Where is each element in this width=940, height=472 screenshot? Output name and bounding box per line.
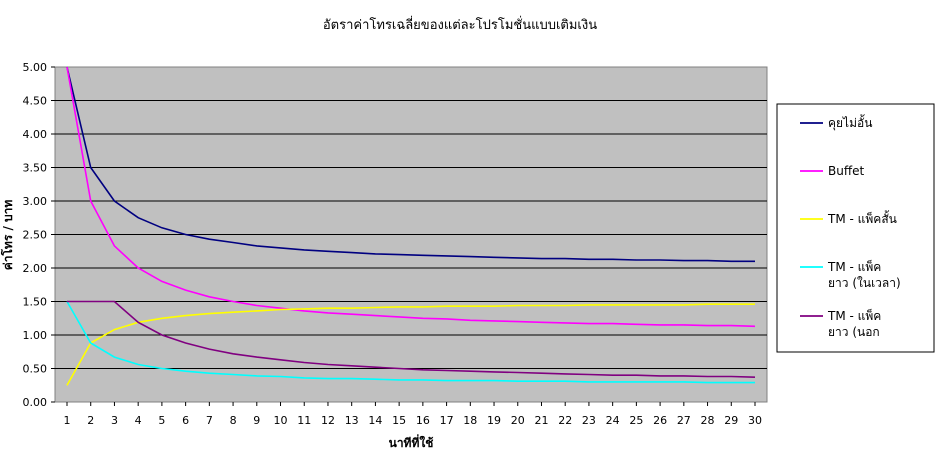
series-line-3	[66, 303, 755, 386]
legend-label: Buffet	[828, 164, 864, 178]
x-tick-label: 8	[230, 414, 237, 427]
x-tick-label: 12	[321, 414, 335, 427]
x-tick-label: 7	[206, 414, 213, 427]
x-tick-label: 17	[440, 414, 454, 427]
x-tick-label: 29	[724, 414, 738, 427]
x-tick-label: 9	[253, 414, 260, 427]
y-tick-label: 5.00	[23, 61, 48, 74]
x-tick-label: 24	[606, 414, 620, 427]
y-tick-label: 4.00	[23, 128, 48, 141]
y-tick-label: 3.00	[23, 195, 48, 208]
y-axis-ticks: 0.00 0.50 1.00 1.50 2.00 2.50 3.00 3.50 4.00 4.50…	[23, 61, 55, 409]
series-line-5	[67, 300, 756, 378]
y-axis-title: ค่าโทร / บาท	[0, 200, 15, 271]
x-axis-ticks: 1 2 3 4 5 6 7 8 9 10 11 12 13 14 15 16 17 18 19 20 21 22 23 24 2…	[64, 402, 762, 427]
x-tick-label: 22	[558, 414, 572, 427]
x-tick-label: 18	[463, 414, 477, 427]
x-tick-label: 4	[135, 414, 142, 427]
x-tick-label: 2	[87, 414, 94, 427]
y-tick-label: 0.50	[23, 363, 48, 376]
y-tick-label: 2.50	[23, 229, 48, 242]
x-tick-label: 20	[511, 414, 525, 427]
series-lines	[66, 66, 756, 386]
x-tick-label: 21	[534, 414, 548, 427]
x-tick-label: 15	[392, 414, 406, 427]
x-tick-label: 19	[487, 414, 501, 427]
legend	[776, 103, 935, 353]
y-tick-label: 3.50	[23, 162, 48, 175]
y-tick-label: 1.00	[23, 329, 48, 342]
y-tick-label: 1.50	[23, 296, 48, 309]
x-tick-label: 23	[582, 414, 596, 427]
series-line-1	[66, 66, 755, 263]
x-tick-label: 30	[748, 414, 762, 427]
x-tick-label: 13	[345, 414, 359, 427]
x-tick-label: 6	[182, 414, 189, 427]
y-tick-label: 4.50	[23, 95, 48, 108]
legend-label: ยาว (นอก	[828, 325, 880, 339]
y-tick-label: 0.00	[23, 396, 48, 409]
x-axis-title: นาทีที่ใช้	[389, 434, 434, 450]
legend-label: TM - แพ็ค	[827, 259, 881, 274]
y-tick-label: 2.00	[23, 262, 48, 275]
x-tick-label: 3	[111, 414, 118, 427]
x-tick-label: 11	[297, 414, 311, 427]
x-tick-label: 5	[158, 414, 165, 427]
x-tick-label: 27	[677, 414, 691, 427]
x-tick-label: 14	[368, 414, 382, 427]
series-line-4	[66, 301, 755, 384]
x-tick-label: 25	[629, 414, 643, 427]
legend-label: คุยไม่อั้น	[828, 114, 872, 131]
chart-title: อัตราค่าโทรเฉลี่ยของแต่ละโปรโมชั่นแบบเติ…	[323, 16, 597, 33]
x-tick-label: 1	[64, 414, 71, 427]
x-tick-label: 10	[274, 414, 288, 427]
gridlines	[55, 100, 767, 369]
x-tick-label: 16	[416, 414, 430, 427]
x-tick-label: 26	[653, 414, 667, 427]
legend-label: TM - แพ็คสั้น	[827, 210, 897, 226]
x-tick-label: 28	[701, 414, 715, 427]
legend-label: ยาว (ในเวลา)	[828, 276, 901, 290]
series-line-2	[66, 66, 756, 328]
legend-label: TM - แพ็ค	[827, 308, 881, 323]
